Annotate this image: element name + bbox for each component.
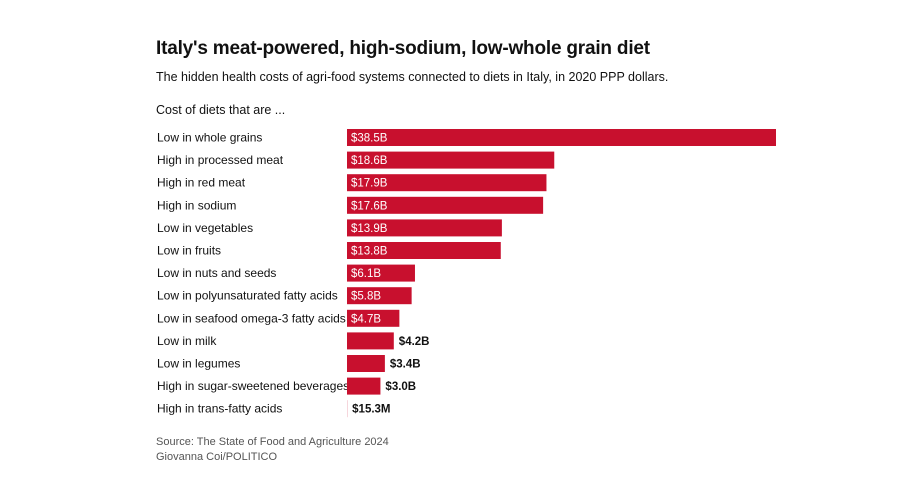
- category-label: Low in seafood omega-3 fatty acids: [157, 311, 346, 325]
- bar-row: Low in polyunsaturated fatty acids $5.8B: [157, 287, 412, 305]
- bar-row: Low in fruits $13.8B: [157, 242, 501, 259]
- bar-row: Low in legumes $3.4B: [157, 355, 421, 372]
- axis-group-label: Cost of diets that are ...: [156, 103, 286, 117]
- bar-row: Low in nuts and seeds $6.1B: [157, 264, 415, 282]
- bar: [347, 174, 547, 192]
- category-label: High in processed meat: [157, 153, 284, 167]
- bar-row: Low in milk $4.2B: [157, 332, 430, 350]
- data-label: $15.3M: [352, 404, 390, 416]
- data-label: $13.9B: [351, 223, 388, 235]
- data-label: $17.6B: [351, 200, 388, 212]
- source-note: Source: The State of Food and Agricultur…: [156, 436, 389, 448]
- category-label: Low in vegetables: [157, 221, 253, 235]
- data-label: $18.6B: [351, 155, 388, 167]
- bar: [347, 264, 415, 282]
- bar-row: High in red meat $17.9B: [157, 174, 547, 192]
- category-label: High in trans-fatty acids: [157, 402, 282, 416]
- bar-row: Low in whole grains $38.5B: [157, 129, 776, 146]
- data-label: $6.1B: [351, 268, 381, 280]
- credit-note: Giovanna Coi/POLITICO: [156, 451, 278, 463]
- bar-row: High in trans-fatty acids $15.3M: [157, 400, 391, 418]
- bar: [347, 242, 501, 259]
- bar-row: High in sugar-sweetened beverages $3.0B: [157, 377, 416, 395]
- bar: [347, 219, 502, 237]
- bar: [347, 196, 544, 214]
- category-label: High in red meat: [157, 176, 246, 190]
- data-label: $4.7B: [351, 313, 381, 325]
- bar-row: Low in vegetables $13.9B: [157, 219, 502, 237]
- category-label: Low in polyunsaturated fatty acids: [157, 289, 338, 303]
- bar: [347, 129, 776, 146]
- data-label: $3.0B: [385, 381, 416, 393]
- bar: [347, 309, 400, 327]
- bar: [347, 332, 394, 350]
- category-label: Low in milk: [157, 334, 217, 348]
- bar: [347, 355, 385, 372]
- category-label: High in sodium: [157, 198, 236, 212]
- bar-row: Low in seafood omega-3 fatty acids $4.7B: [157, 309, 400, 327]
- data-label: $5.8B: [351, 291, 381, 303]
- chart-subtitle: The hidden health costs of agri-food sys…: [156, 70, 669, 84]
- chart-footer: Source: The State of Food and Agricultur…: [156, 435, 389, 465]
- category-label: Low in fruits: [157, 244, 221, 258]
- data-label: $17.9B: [351, 178, 388, 190]
- category-label: Low in whole grains: [157, 131, 262, 145]
- category-label: Low in nuts and seeds: [157, 266, 276, 280]
- chart-title: Italy's meat-powered, high-sodium, low-w…: [156, 38, 650, 59]
- data-label: $13.8B: [351, 246, 388, 258]
- bar-row: High in sodium $17.6B: [157, 196, 544, 214]
- data-label: $3.4B: [390, 359, 421, 371]
- data-label: $38.5B: [351, 133, 388, 145]
- bar: [347, 377, 381, 395]
- category-label: High in sugar-sweetened beverages: [157, 379, 349, 393]
- data-label: $4.2B: [399, 336, 430, 348]
- bar-row: High in processed meat $18.6B: [157, 151, 555, 169]
- bar: [347, 151, 555, 169]
- bar: [347, 287, 412, 305]
- category-label: Low in legumes: [157, 357, 240, 371]
